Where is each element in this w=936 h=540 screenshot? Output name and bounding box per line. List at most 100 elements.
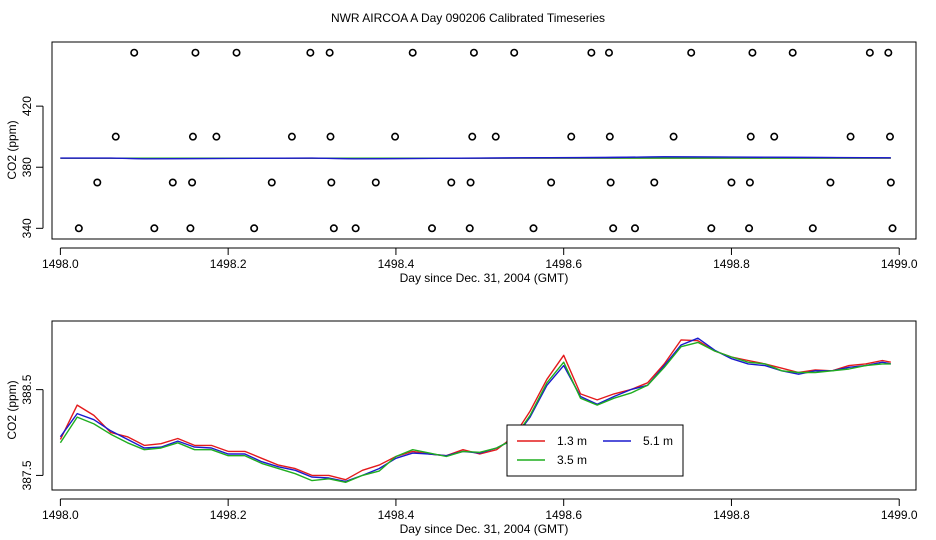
scatter-point xyxy=(325,48,334,57)
scatter-point xyxy=(605,132,614,141)
scatter-point xyxy=(669,132,678,141)
bottom-x-axis: 1498.0 1498.2 1498.4 1498.6 1498.8 1499.0 xyxy=(42,498,918,522)
scatter-point xyxy=(745,224,754,233)
bottom-x-tick-label: 1498.8 xyxy=(713,508,750,522)
bottom-plot-frame xyxy=(51,320,917,491)
top-series-line-blue-overlay xyxy=(60,156,891,160)
top-x-axis: 1498.0 1498.2 1498.4 1498.6 1498.8 1499.0 xyxy=(42,247,918,271)
scatter-point xyxy=(150,224,159,233)
scatter-point xyxy=(93,178,102,187)
top-x-axis-label: Day since Dec. 31, 2004 (GMT) xyxy=(400,271,569,285)
scatter-point xyxy=(888,224,897,233)
scatter-point xyxy=(604,48,613,57)
scatter-point xyxy=(329,224,338,233)
scatter-point xyxy=(465,224,474,233)
scatter-point xyxy=(846,132,855,141)
scatter-point xyxy=(788,48,797,57)
bottom-y-tick-label: 387.5 xyxy=(20,460,34,490)
bottom-y-tick-label: 388.5 xyxy=(20,374,34,404)
legend: 1.3 m 5.1 m 3.5 m xyxy=(506,424,684,477)
top-y-tick-label: 420 xyxy=(20,96,34,116)
scatter-point xyxy=(391,132,400,141)
scatter-point xyxy=(468,132,477,141)
top-plot-frame xyxy=(51,41,917,240)
scatter-point xyxy=(188,178,197,187)
bottom-plot-marks xyxy=(59,337,891,483)
scatter-point xyxy=(212,132,221,141)
scatter-point xyxy=(886,178,895,187)
bottom-x-tick-label: 1498.6 xyxy=(545,508,582,522)
scatter-point xyxy=(326,132,335,141)
scatter-point xyxy=(191,48,200,57)
top-x-tick-label: 1498.6 xyxy=(545,257,582,271)
scatter-point xyxy=(745,178,754,187)
scatter-point xyxy=(188,132,197,141)
scatter-point xyxy=(491,132,500,141)
legend-label-3-5m: 3.5 m xyxy=(557,453,587,467)
scatter-point xyxy=(609,224,618,233)
scatter-point xyxy=(510,48,519,57)
scatter-point xyxy=(232,48,241,57)
scatter-point xyxy=(826,178,835,187)
scatter-point xyxy=(587,48,596,57)
scatter-point xyxy=(130,48,139,57)
top-x-tick-label: 1498.2 xyxy=(210,257,247,271)
top-x-tick-label: 1498.8 xyxy=(713,257,750,271)
scatter-point xyxy=(111,132,120,141)
scatter-point xyxy=(371,178,380,187)
scatter-point xyxy=(687,48,696,57)
scatter-point xyxy=(327,178,336,187)
scatter-point xyxy=(770,132,779,141)
bottom-panel-co2-timeseries: 1498.0 1498.2 1498.4 1498.6 1498.8 1499.0 387… xyxy=(5,320,918,536)
scatter-point xyxy=(746,132,755,141)
scatter-point xyxy=(885,132,894,141)
scatter-point xyxy=(466,178,475,187)
scatter-point xyxy=(567,132,576,141)
scatter-point xyxy=(351,224,360,233)
scatter-point xyxy=(287,132,296,141)
top-x-tick-label: 1498.0 xyxy=(42,257,79,271)
scatter-point xyxy=(74,224,83,233)
scatter-point xyxy=(547,178,556,187)
chart-title: NWR AIRCOA A Day 090206 Calibrated Times… xyxy=(331,11,605,25)
scatter-point xyxy=(427,224,436,233)
scatter-point xyxy=(748,48,757,57)
scatter-point xyxy=(650,178,659,187)
bottom-x-axis-label: Day since Dec. 31, 2004 (GMT) xyxy=(400,522,569,536)
top-y-axis-label: CO2 (ppm) xyxy=(5,120,19,179)
scatter-point xyxy=(250,224,259,233)
scatter-point xyxy=(168,178,177,187)
top-x-tick-label: 1499.0 xyxy=(881,257,918,271)
scatter-point xyxy=(865,48,874,57)
scatter-point xyxy=(447,178,456,187)
series-line-5-1-m xyxy=(59,337,891,483)
bottom-x-tick-label: 1498.0 xyxy=(42,508,79,522)
scatter-point xyxy=(727,178,736,187)
bottom-x-tick-label: 1498.2 xyxy=(210,508,247,522)
legend-label-5-1m: 5.1 m xyxy=(643,434,673,448)
scatter-point xyxy=(267,178,276,187)
scatter-point xyxy=(630,224,639,233)
bottom-x-tick-label: 1498.4 xyxy=(378,508,415,522)
scatter-point xyxy=(707,224,716,233)
top-panel-co2-scatter: 1498.0 1498.2 1498.4 1498.6 1498.8 1499.0 340… xyxy=(5,41,918,285)
top-y-tick-label: 340 xyxy=(20,218,34,238)
scatter-point xyxy=(469,48,478,57)
scatter-point xyxy=(306,48,315,57)
scatter-point xyxy=(408,48,417,57)
scatter-point xyxy=(529,224,538,233)
legend-box xyxy=(506,424,684,477)
series-line-1-3-m xyxy=(59,339,891,481)
scatter-point xyxy=(186,224,195,233)
top-y-axis: 340 380 420 xyxy=(20,96,44,238)
bottom-x-tick-label: 1499.0 xyxy=(881,508,918,522)
scatter-point xyxy=(808,224,817,233)
top-plot-marks xyxy=(60,48,897,233)
top-y-tick-label: 380 xyxy=(20,157,34,177)
top-x-tick-label: 1498.4 xyxy=(378,257,415,271)
legend-label-1-3m: 1.3 m xyxy=(557,434,587,448)
series-line-3-5-m xyxy=(59,341,891,483)
scatter-point xyxy=(884,48,893,57)
scatter-point xyxy=(606,178,615,187)
